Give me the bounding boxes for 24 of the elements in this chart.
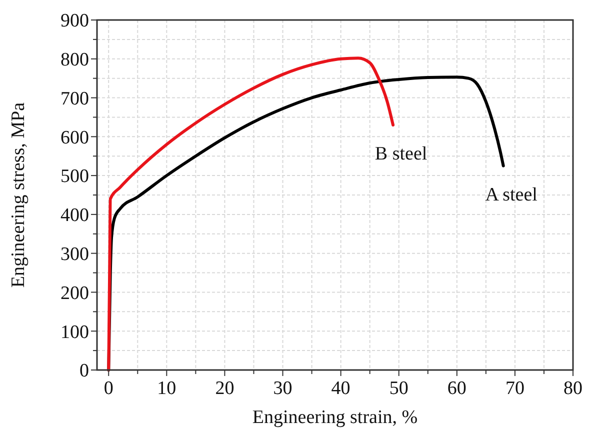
x-tick-label: 80 (564, 378, 582, 399)
y-tick-label: 800 (60, 50, 89, 71)
y-tick-label: 400 (60, 205, 89, 226)
x-tick-label: 10 (157, 378, 176, 399)
x-tick-label: 50 (389, 378, 408, 399)
y-tick-label: 900 (60, 10, 89, 32)
annotation: B steel (374, 144, 428, 165)
line-series (107, 56, 395, 372)
y-tick-label: 600 (60, 127, 89, 148)
x-tick-label: 0 (104, 378, 114, 399)
y-tick-label: 200 (60, 282, 89, 304)
y-tick-label: 0 (80, 360, 89, 382)
y-tick-label: 100 (60, 322, 89, 343)
annotation: A steel (485, 184, 538, 206)
x-tick-label: 40 (331, 378, 350, 399)
y-tick-label: 300 (60, 244, 89, 265)
x-tick-label: 20 (215, 378, 234, 399)
y-tick-label: 500 (60, 166, 89, 188)
x-tick-label: 70 (505, 378, 524, 399)
x-tick-label: 30 (273, 378, 292, 399)
y-tick-label: 700 (60, 88, 89, 110)
x-tick-label: 60 (447, 378, 466, 399)
x-axis-title: Engineering strain, % (252, 407, 418, 428)
y-axis-title: Engineering stress, MPa (8, 102, 29, 288)
